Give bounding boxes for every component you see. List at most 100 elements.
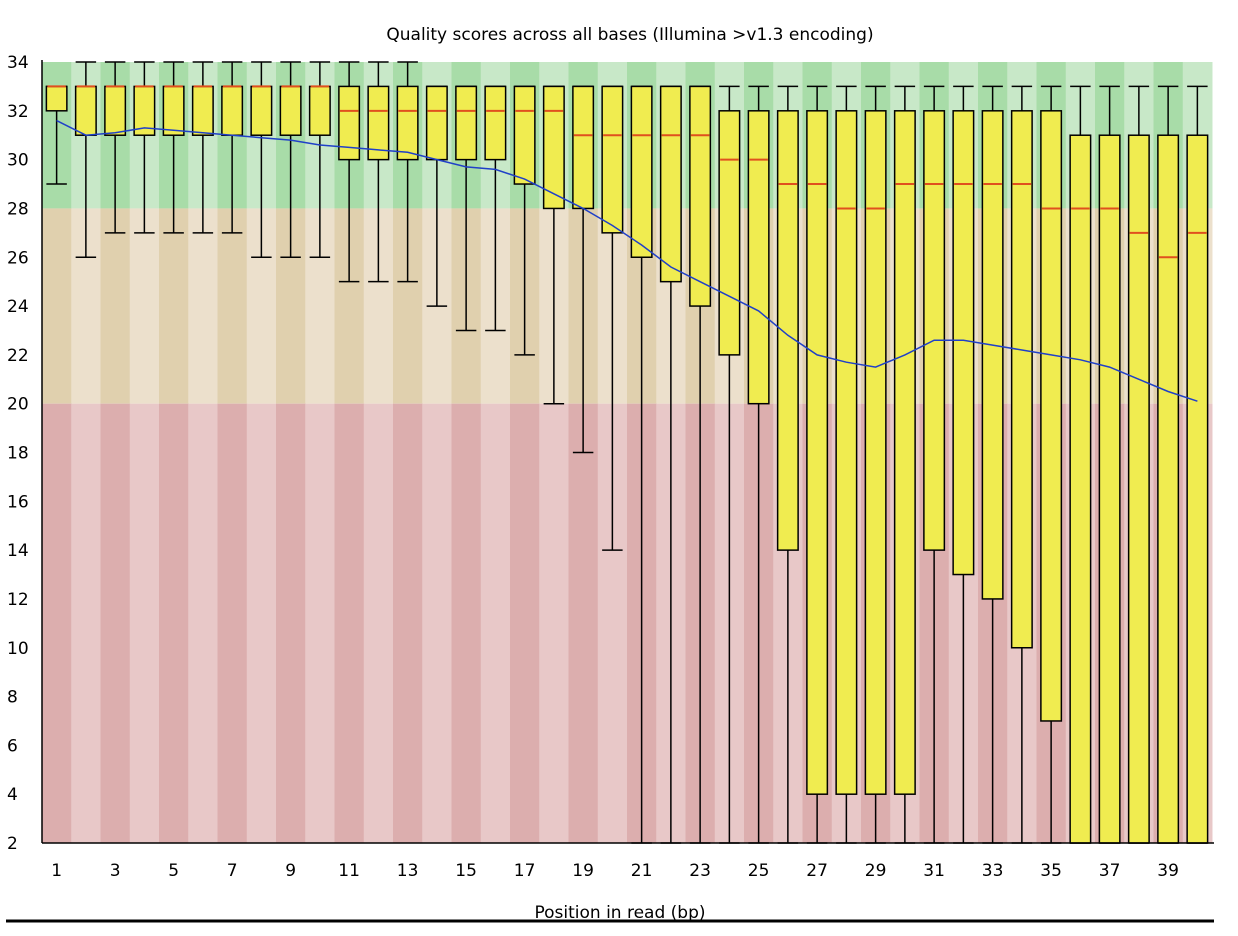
quartile-box [104, 85, 127, 136]
y-tick-label: 22 [7, 346, 29, 366]
zone-poor-band [363, 403, 394, 843]
x-tick-label: 3 [110, 861, 121, 881]
zone-poor-band [246, 403, 277, 843]
zone-poor-band [188, 403, 218, 843]
y-tick-label: 32 [7, 102, 29, 122]
quartile-box [542, 85, 565, 210]
x-tick-label: 17 [514, 861, 536, 881]
zone-reasonable-band [100, 208, 131, 404]
zone-poor-band [539, 403, 569, 843]
quartile-box [484, 85, 507, 161]
x-tick-label: 21 [631, 861, 653, 881]
x-tick-label: 11 [338, 861, 360, 881]
zone-poor-band [422, 403, 452, 843]
quartile-box [513, 85, 536, 185]
zone-poor-band [159, 403, 189, 843]
x-tick-label: 33 [982, 861, 1004, 881]
zone-poor-band [568, 403, 599, 843]
quartile-box [981, 110, 1004, 600]
zone-poor-band [276, 403, 306, 843]
mean-line [56, 119, 1198, 402]
quartile-box [396, 85, 419, 161]
zone-poor-band [42, 403, 72, 843]
x-tick-label: 9 [285, 861, 296, 881]
quartile-box [806, 110, 829, 795]
quartile-box [718, 110, 741, 356]
quartile-box [1127, 134, 1150, 844]
y-tick-label: 4 [7, 785, 18, 805]
quartile-box [74, 85, 97, 136]
zone-poor-band [334, 403, 365, 843]
zone-poor-band [129, 403, 160, 843]
zone-poor-band [480, 403, 511, 843]
zone-reasonable-band [159, 208, 189, 404]
quartile-box [162, 85, 185, 136]
zone-poor-band [305, 403, 335, 843]
quartile-box [1010, 110, 1033, 649]
quartile-box [250, 85, 273, 136]
quality-zones [42, 62, 1213, 843]
quartile-box [1098, 134, 1121, 844]
quartile-box [1157, 134, 1180, 844]
quartile-box [367, 85, 390, 161]
y-tick-label: 20 [7, 395, 29, 415]
quartile-box [221, 85, 244, 136]
y-tick-label: 16 [7, 492, 29, 512]
x-tick-label: 1 [51, 861, 62, 881]
zone-poor-band [393, 403, 423, 843]
quartile-box [835, 110, 858, 795]
quartile-box [308, 85, 331, 136]
y-tick-label: 26 [7, 248, 29, 268]
mean-series [56, 119, 1198, 402]
y-tick-label: 2 [7, 834, 18, 854]
x-tick-label: 29 [865, 861, 887, 881]
quartile-box [1040, 110, 1063, 722]
quartile-box [893, 110, 916, 795]
y-tick-label: 34 [7, 53, 29, 73]
x-axis-label: Position in read (bp) [534, 903, 705, 923]
y-tick-label: 30 [7, 151, 29, 171]
zone-poor-band [217, 403, 248, 843]
x-tick-label: 25 [748, 861, 770, 881]
zone-poor-band [71, 403, 101, 843]
quartile-box [747, 110, 770, 405]
quartile-box [338, 85, 361, 161]
quartile-box [1186, 134, 1209, 844]
zone-reasonable-band [42, 208, 72, 404]
quartile-box [659, 85, 682, 283]
quartile-box [455, 85, 478, 161]
quartile-box [1069, 134, 1092, 844]
chart-title: Quality scores across all bases (Illumin… [386, 25, 873, 45]
y-tick-label: 24 [7, 297, 29, 317]
y-tick-label: 12 [7, 590, 29, 610]
x-tick-label: 37 [1099, 861, 1121, 881]
x-tick-label: 27 [806, 861, 828, 881]
x-tick-label: 15 [455, 861, 477, 881]
quartile-box [572, 85, 595, 210]
quartile-box [952, 110, 975, 576]
zone-poor-band [510, 403, 540, 843]
quartile-box [776, 110, 799, 551]
zone-poor-band [451, 403, 482, 843]
quartile-box [630, 85, 653, 258]
y-tick-label: 18 [7, 444, 29, 464]
axes [41, 60, 1214, 844]
x-tick-label: 39 [1157, 861, 1179, 881]
quartile-box [601, 85, 624, 234]
zone-poor-band [100, 403, 131, 843]
quartile-box [45, 85, 68, 112]
quartile-box [279, 85, 302, 136]
y-tick-label: 28 [7, 199, 29, 219]
x-tick-label: 13 [397, 861, 419, 881]
zone-reasonable-band [217, 208, 248, 404]
quartile-box [864, 110, 887, 795]
quartile-box [689, 85, 712, 307]
y-tick-label: 10 [7, 639, 29, 659]
x-tick-label: 35 [1040, 861, 1062, 881]
x-tick-label: 23 [689, 861, 711, 881]
quartile-box [191, 85, 214, 136]
y-tick-label: 8 [7, 688, 18, 708]
quartile-box [425, 85, 448, 161]
